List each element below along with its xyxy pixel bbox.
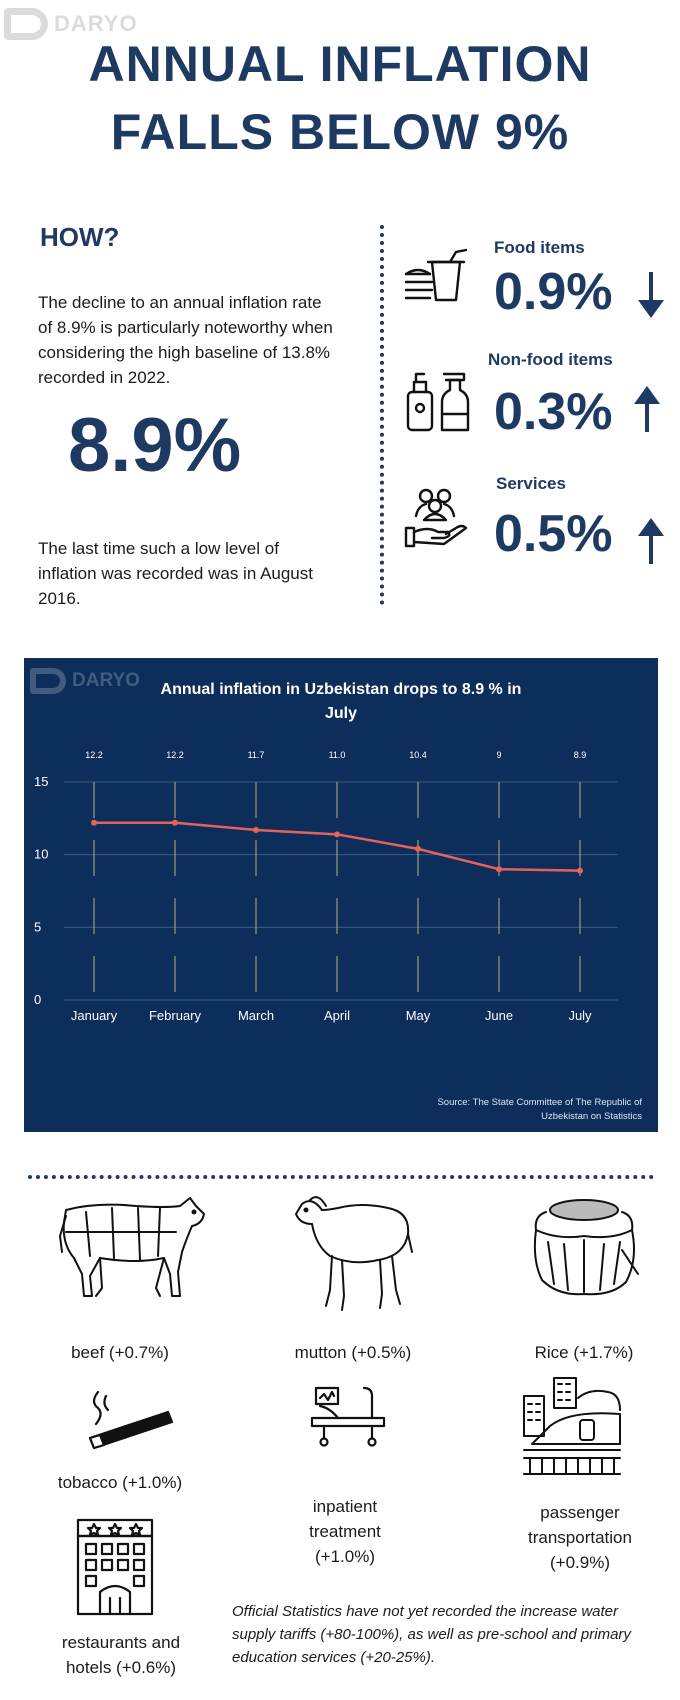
hospital-bed-icon [310, 1386, 386, 1447]
restaurants-line-1: restaurants and [61, 1633, 181, 1652]
arrow-up-icon [634, 386, 660, 432]
non-food-items-label: Non-food items [488, 350, 613, 369]
y-tick-label: 10 [34, 847, 48, 862]
inpatient-line-3: (+1.0%) [315, 1547, 375, 1566]
data-point [577, 867, 583, 874]
rice-sack-icon [533, 1199, 639, 1296]
how-paragraph-1: The decline to an annual inflation rate … [38, 293, 333, 387]
y-tick-label: 0 [34, 992, 41, 1007]
title-line-2: FALLS BELOW 9% [110, 104, 570, 160]
x-tick-label: April [324, 1008, 350, 1023]
how-paragraph-2: The last time such a low level of inflat… [38, 539, 313, 608]
transportation-line-1: passenger [540, 1503, 620, 1522]
restaurants-line-2: hotels (+0.6%) [65, 1658, 177, 1677]
data-point [172, 819, 178, 826]
rice-label: Rice (+1.7%) [534, 1343, 634, 1362]
y-tick-label: 5 [34, 919, 41, 934]
page-title: ANNUAL INFLATION FALLS BELOW 9% [0, 30, 680, 166]
x-tick-label: May [406, 1008, 431, 1023]
food-items-value: 0.9% [494, 263, 613, 321]
inflation-highlight: 8.9% [68, 403, 242, 488]
transportation-line-3: (+0.9%) [550, 1553, 610, 1572]
non-food-items-value: 0.3% [494, 383, 613, 441]
data-label: 9 [496, 750, 501, 760]
x-tick-label: January [71, 1008, 118, 1023]
services-label: Services [496, 474, 566, 493]
data-point [91, 819, 97, 826]
hotel-icon [76, 1518, 154, 1616]
data-label: 11.0 [329, 750, 346, 760]
x-tick-label: July [568, 1008, 592, 1023]
data-label: 12.2 [85, 750, 103, 760]
daryo-logo: DARYO [4, 8, 138, 40]
data-label: 10.4 [409, 750, 427, 760]
data-label: 12.2 [166, 750, 184, 760]
food-icon [404, 248, 468, 302]
data-point [253, 826, 259, 833]
daryo-logo-text: DARYO [54, 11, 138, 36]
x-tick-label: June [485, 1008, 513, 1023]
x-tick-label: March [238, 1008, 274, 1023]
data-point [334, 831, 340, 838]
chart-daryo-logo-mark [30, 668, 66, 694]
chart-plot: 0 5 10 15 January 12.2 February 12.2 March 11.7 Ap… [34, 750, 618, 1023]
how-heading: HOW? [40, 222, 120, 252]
food-items-label: Food items [494, 238, 585, 257]
chart-title: Annual inflation in Uzbekistan drops to … [160, 681, 522, 722]
vertical-divider [380, 225, 384, 605]
footnote: Official Statistics have not yet recorde… [232, 1603, 631, 1666]
cigarette-icon [88, 1390, 174, 1450]
data-label: 11.7 [248, 750, 265, 760]
beef-label: beef (+0.7%) [71, 1343, 169, 1362]
restaurants-hotels-label: restaurants and hotels (+0.6%) [36, 1630, 206, 1680]
arrow-up-icon [638, 518, 664, 564]
x-tick-label: February [149, 1008, 202, 1023]
data-label: 8.9 [574, 750, 587, 760]
daryo-logo-mark [4, 8, 48, 40]
horizontal-divider [28, 1175, 654, 1179]
chart-source: Source: The State Committee of The Repub… [437, 1097, 642, 1122]
services-icon [404, 488, 468, 548]
data-point [415, 845, 421, 852]
data-point [496, 866, 502, 873]
inflation-chart: 0 5 10 15 January 12.2 February 12.2 March 11.7 Ap… [24, 658, 658, 1132]
title-line-1: ANNUAL INFLATION [88, 36, 592, 92]
y-tick-label: 15 [34, 774, 48, 789]
inpatient-line-1: inpatient [312, 1497, 378, 1516]
cleaning-products-icon [406, 372, 470, 432]
sheep-icon [295, 1196, 413, 1311]
services-value: 0.5% [494, 505, 613, 563]
transportation-line-2: transportation [528, 1528, 632, 1547]
inpatient-treatment-label: inpatient treatment (+1.0%) [260, 1494, 430, 1569]
passenger-transportation-label: passenger transportation (+0.9%) [500, 1500, 660, 1575]
mutton-label: mutton (+0.5%) [294, 1343, 412, 1362]
train-city-icon [523, 1377, 621, 1475]
beef-icon [59, 1197, 205, 1297]
inpatient-line-2: treatment [309, 1522, 381, 1541]
chart-daryo-logo: DARYO [30, 668, 140, 694]
chart-daryo-logo-text: DARYO [72, 670, 140, 691]
arrow-down-icon [638, 272, 664, 318]
tobacco-label: tobacco (+1.0%) [57, 1473, 183, 1492]
